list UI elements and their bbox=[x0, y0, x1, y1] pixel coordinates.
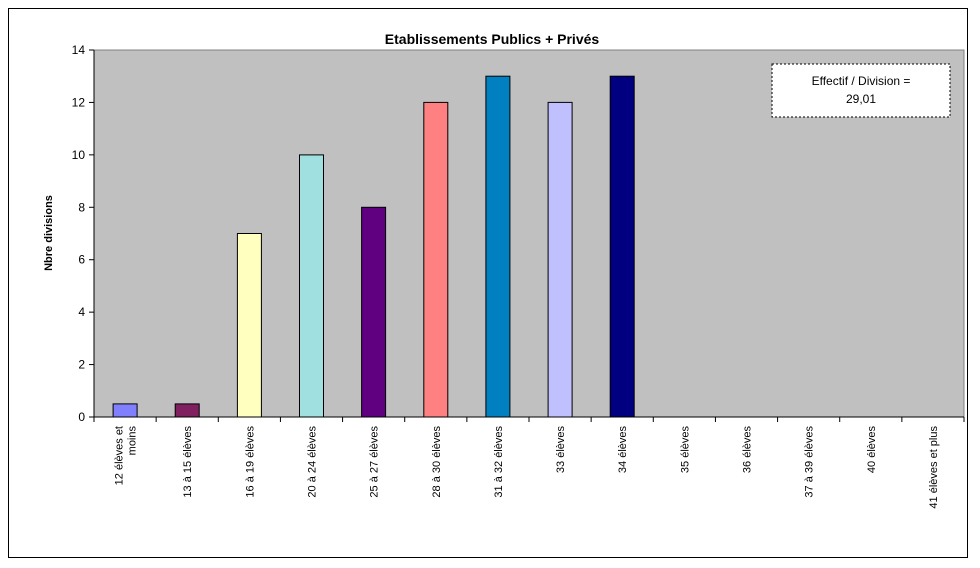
x-category-label: 34 élèves bbox=[617, 426, 629, 474]
x-category-label: 13 à 15 élèves bbox=[182, 426, 194, 498]
x-category-label: 33 élèves bbox=[555, 426, 567, 474]
x-category-label: 28 à 30 élèves bbox=[431, 426, 443, 498]
x-category-label: 37 à 39 élèves bbox=[804, 426, 816, 498]
x-category-label: 31 à 32 élèves bbox=[493, 426, 505, 498]
x-category-label: 16 à 19 élèves bbox=[244, 426, 256, 498]
x-category-label: 41 élèves et plus bbox=[928, 426, 940, 509]
bar-3 bbox=[236, 233, 262, 418]
y-tick-label: 0 bbox=[78, 410, 85, 424]
bars-group bbox=[112, 75, 635, 418]
bar-2 bbox=[174, 403, 200, 418]
bar-8 bbox=[547, 101, 573, 418]
y-tick-label: 6 bbox=[78, 253, 85, 267]
x-category-label: 25 à 27 élèves bbox=[369, 426, 381, 498]
x-category-label: 35 élèves bbox=[679, 426, 691, 474]
chart-title: Etablissements Publics + Privés bbox=[385, 31, 600, 47]
y-ticks-group: 0 2 4 6 8 10 12 14 bbox=[72, 43, 94, 424]
bar-4 bbox=[299, 154, 324, 418]
bar-7 bbox=[485, 75, 511, 418]
bar-1 bbox=[112, 403, 138, 418]
y-tick-label: 2 bbox=[78, 358, 85, 372]
x-category-label: 36 élèves bbox=[742, 426, 754, 474]
x-category-label: 20 à 24 élèves bbox=[307, 426, 319, 498]
bar-5 bbox=[361, 206, 387, 418]
x-ticks-group: 12 élèves et moins 13 à 15 élèves 16 à 19 é… bbox=[93, 417, 965, 509]
annotation-line-2: 29,01 bbox=[846, 92, 876, 106]
x-category-label: 40 élèves bbox=[866, 426, 878, 474]
y-tick-label: 8 bbox=[78, 200, 85, 214]
x-category-label: moins bbox=[127, 426, 139, 456]
x-category-label: 12 élèves et bbox=[114, 426, 126, 485]
y-tick-label: 12 bbox=[72, 95, 86, 109]
y-tick-label: 14 bbox=[72, 43, 86, 57]
y-tick-label: 10 bbox=[72, 148, 86, 162]
y-tick-label: 4 bbox=[78, 305, 85, 319]
annotation-line-1: Effectif / Division = bbox=[812, 74, 911, 88]
y-axis-label: Nbre divisions bbox=[43, 195, 55, 271]
annotation-box: Effectif / Division = 29,01 bbox=[771, 63, 951, 118]
bar-9 bbox=[609, 75, 635, 418]
annotation-border bbox=[771, 63, 951, 118]
bar-6 bbox=[423, 101, 449, 418]
